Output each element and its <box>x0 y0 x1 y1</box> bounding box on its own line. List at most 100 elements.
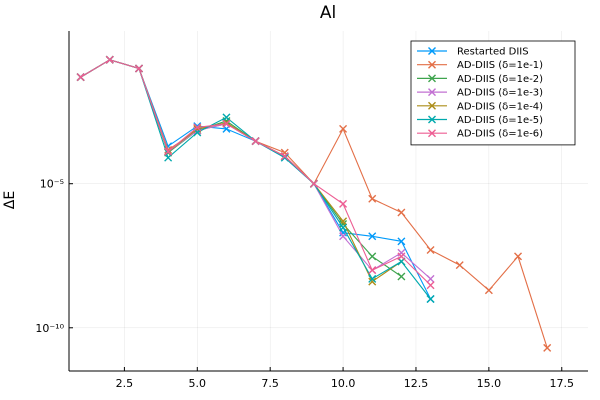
data-point <box>397 272 406 281</box>
y-tick-label: 10⁻⁵ <box>40 178 64 191</box>
data-point <box>426 246 435 255</box>
marker-stroke <box>543 343 552 352</box>
marker-stroke <box>134 64 143 73</box>
legend-marker <box>428 47 436 55</box>
data-point <box>339 199 348 208</box>
data-point <box>105 55 114 64</box>
legend-label: AD-DIIS (δ=1e-2) <box>457 74 543 85</box>
marker-stroke <box>368 232 377 241</box>
legend-entry: AD-DIIS (δ=1e-5) <box>417 115 543 126</box>
legend-marker <box>428 88 436 97</box>
data-point <box>368 252 377 261</box>
marker-stroke <box>428 74 436 83</box>
marker-stroke <box>280 153 289 162</box>
x-tick-label: 17.5 <box>550 377 575 390</box>
legend-marker <box>428 101 436 110</box>
data-point <box>397 208 406 217</box>
marker-stroke <box>426 246 435 255</box>
data-point <box>543 343 552 352</box>
series-line <box>80 59 432 300</box>
marker-stroke <box>368 194 377 203</box>
marker-stroke <box>397 237 406 246</box>
data-point <box>164 147 173 156</box>
marker-stroke <box>397 248 406 257</box>
marker-stroke <box>428 101 436 110</box>
legend-box <box>410 40 576 146</box>
legend-marker <box>428 129 436 138</box>
axes-layer: 2.5 5.0 7.5 10.0 12.5 15.0 17.5 10⁻⁵ 10⁻¹⁰ <box>35 31 588 390</box>
marker-stroke <box>428 47 436 55</box>
x-tick-label: 15.0 <box>477 377 502 390</box>
legend-label: AD-DIIS (δ=1e-3) <box>457 88 543 99</box>
marker-stroke <box>280 152 289 161</box>
marker-stroke <box>339 199 348 208</box>
marker-stroke <box>426 281 435 290</box>
x-tick-label: 5.0 <box>189 377 207 390</box>
marker-stroke <box>397 208 406 217</box>
data-point <box>426 294 435 303</box>
series-4 <box>76 55 435 283</box>
marker-stroke <box>193 123 202 132</box>
marker-stroke <box>428 60 436 69</box>
data-point <box>280 152 289 161</box>
data-point <box>251 137 260 146</box>
marker-stroke <box>339 223 348 232</box>
marker-stroke <box>368 252 377 261</box>
data-point <box>76 73 85 82</box>
marker-stroke <box>368 277 377 286</box>
y-axis-label: ΔE <box>2 191 18 209</box>
marker-stroke <box>76 73 85 82</box>
series-layer <box>76 55 552 352</box>
data-point <box>134 64 143 73</box>
data-point <box>339 124 348 133</box>
marker-stroke <box>426 274 435 283</box>
data-point <box>309 179 318 188</box>
marker-stroke <box>397 252 406 261</box>
legend-label: AD-DIIS (δ=1e-5) <box>457 115 543 126</box>
marker-stroke <box>368 274 377 283</box>
marker-stroke <box>514 252 523 261</box>
data-point <box>426 274 435 283</box>
marker-stroke <box>428 115 436 124</box>
legend-marker <box>428 60 436 69</box>
marker-stroke <box>164 153 173 162</box>
legend-entry: Restarted DIIS <box>417 47 529 58</box>
legend-marker <box>428 74 436 83</box>
series-7 <box>76 55 435 290</box>
legend-entry: AD-DIIS (δ=1e-4) <box>417 101 543 112</box>
marker-stroke <box>426 294 435 303</box>
y-tick-label: 10⁻¹⁰ <box>35 322 64 335</box>
data-point <box>397 237 406 246</box>
x-tick-label: 7.5 <box>261 377 279 390</box>
legend: Restarted DIIS AD-DIIS (δ=1e-1) AD-DIIS (δ… <box>410 40 576 146</box>
marker-stroke <box>455 261 464 270</box>
x-tick-label: 10.0 <box>331 377 356 390</box>
data-point <box>339 223 348 232</box>
data-point <box>222 113 231 122</box>
chart-title: Al <box>320 3 336 23</box>
series-line <box>80 59 402 277</box>
data-point <box>514 252 523 261</box>
data-point <box>368 274 377 283</box>
marker-stroke <box>105 55 114 64</box>
legend-label: Restarted DIIS <box>457 47 529 58</box>
legend-entry: AD-DIIS (δ=1e-3) <box>417 88 543 99</box>
data-point <box>397 248 406 257</box>
marker-stroke <box>368 266 377 275</box>
data-point <box>164 153 173 162</box>
data-point <box>339 232 348 241</box>
data-point <box>426 281 435 290</box>
series-line <box>80 59 431 286</box>
legend-label: AD-DIIS (δ=1e-4) <box>457 101 543 112</box>
data-point <box>222 119 231 128</box>
data-point <box>368 194 377 203</box>
data-point <box>397 252 406 261</box>
marker-stroke <box>222 113 231 122</box>
data-point <box>368 277 377 286</box>
marker-stroke <box>397 272 406 281</box>
x-tick-label: 12.5 <box>404 377 429 390</box>
marker-stroke <box>309 179 318 188</box>
data-point <box>455 261 464 270</box>
marker-stroke <box>428 129 436 138</box>
